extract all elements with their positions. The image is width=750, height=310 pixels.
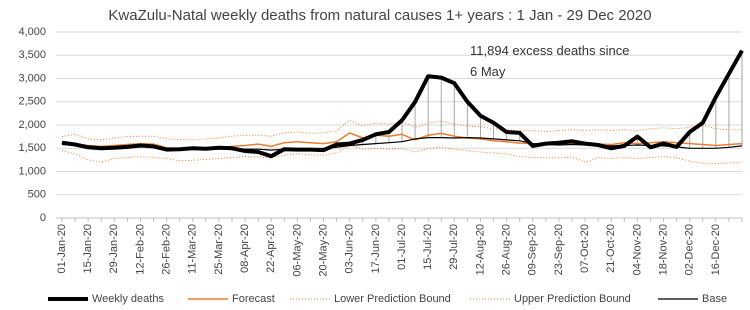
x-tick-label: 16-Dec-20 <box>710 224 722 275</box>
legend-label: Upper Prediction Bound <box>514 293 631 305</box>
x-tick-label: 26-Aug-20 <box>501 224 513 275</box>
x-tick-label: 29-Jan-20 <box>108 224 120 274</box>
y-tick-label: 3,000 <box>18 72 46 84</box>
x-tick-label: 03-Jun-20 <box>344 224 356 274</box>
x-tick-label: 12-Aug-20 <box>474 224 486 275</box>
x-tick-label: 09-Sep-20 <box>527 224 539 275</box>
x-tick-label: 18-Nov-20 <box>657 224 669 275</box>
x-tick-label: 04-Nov-20 <box>631 224 643 275</box>
x-tick-label: 08-Apr-20 <box>239 224 251 273</box>
x-tick-label: 23-Sep-20 <box>553 224 565 275</box>
y-tick-label: 500 <box>28 189 46 201</box>
y-tick-label: 2,000 <box>18 119 46 131</box>
legend-label: Lower Prediction Bound <box>334 293 451 305</box>
x-tick-label: 15-Jul-20 <box>422 224 434 270</box>
x-tick-label: 25-Mar-20 <box>213 224 225 275</box>
x-tick-label: 29-Jul-20 <box>448 224 460 270</box>
series-line <box>61 145 743 165</box>
x-tick-label: 07-Oct-20 <box>579 224 591 273</box>
x-tick-label: 15-Jan-20 <box>82 224 94 274</box>
x-tick-label: 20-May-20 <box>317 224 329 277</box>
x-tick-label: 22-Apr-20 <box>265 224 277 273</box>
y-tick-label: 1,500 <box>18 142 46 154</box>
x-tick-label: 02-Dec-20 <box>684 224 696 275</box>
y-tick-label: 4,000 <box>18 26 46 38</box>
x-tick-label: 06-May-20 <box>291 224 303 277</box>
x-tick-label: 21-Oct-20 <box>605 224 617 273</box>
annotation: 11,894 excess deaths since 6 May <box>470 43 630 79</box>
series-line <box>61 119 742 141</box>
x-tick-label: 01-Jan-20 <box>56 224 68 274</box>
x-tick-label: 26-Feb-20 <box>161 224 173 275</box>
x-tick-label: 11-Mar-20 <box>187 224 199 274</box>
x-tick-label: 01-Jul-20 <box>396 224 408 270</box>
y-tick-label: 3,500 <box>18 49 46 61</box>
legend-label: Base <box>702 293 727 305</box>
y-tick-label: 1,000 <box>18 165 46 177</box>
x-tick-label: 12-Feb-20 <box>134 224 146 275</box>
y-tick-label: 2,500 <box>18 96 46 108</box>
chart-title: KwaZulu-Natal weekly deaths from natural… <box>108 7 651 24</box>
x-tick-label: 17-Jun-20 <box>370 224 382 274</box>
y-tick-label: 0 <box>40 212 46 224</box>
legend-label: Forecast <box>232 293 275 305</box>
legend-label: Weekly deaths <box>92 293 164 305</box>
series-line <box>61 49 744 159</box>
